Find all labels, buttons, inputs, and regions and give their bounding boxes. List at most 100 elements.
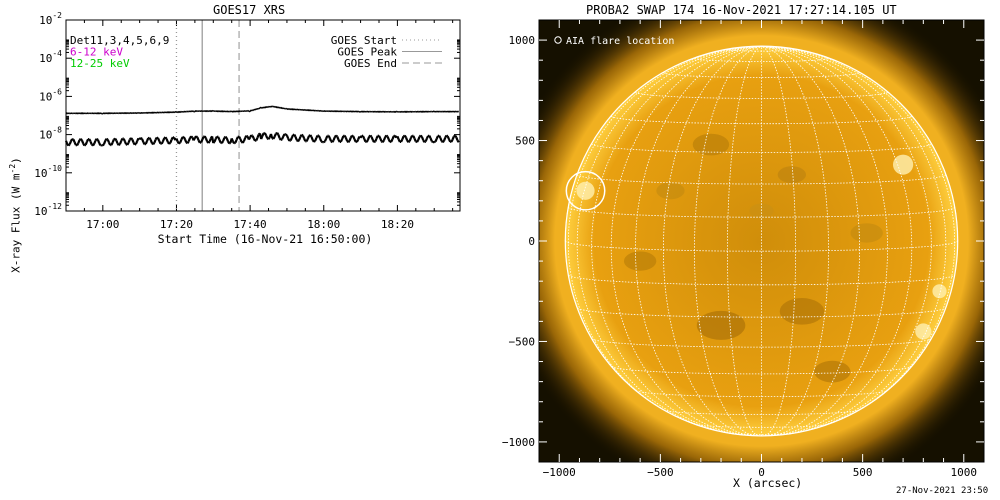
- goes-flux-segment: [208, 138, 212, 143]
- goes-flux-segment: [191, 110, 195, 113]
- goes-flux-segment: [375, 135, 379, 139]
- solar-dark-region: [692, 133, 730, 156]
- goes-flux-segment: [293, 134, 297, 138]
- solar-dark-region: [656, 182, 685, 200]
- goes-flux-segment: [386, 136, 390, 140]
- goes-flux-segment: [330, 110, 333, 113]
- grid-line: [761, 46, 889, 436]
- goes-flux-segment: [217, 136, 221, 141]
- goes-flux-segment: [423, 140, 427, 144]
- goes-flux-segment: [314, 137, 318, 142]
- goes-flux-segment: [120, 112, 123, 115]
- goes-flux-segment: [233, 141, 236, 145]
- goes-flux-segment: [132, 141, 136, 146]
- goes-flux-segment: [168, 142, 172, 145]
- goes-flux-segment: [85, 112, 88, 115]
- goes-flux-segment: [184, 139, 188, 143]
- grid-line: [761, 46, 797, 436]
- goes-flux-segment: [352, 135, 356, 140]
- goes-flux-segment: [178, 110, 181, 114]
- goes-flux-segment: [77, 112, 81, 115]
- goes-flux-segment: [247, 136, 252, 141]
- goes-flux-segment: [355, 139, 360, 143]
- goes-flux-segment: [263, 106, 266, 109]
- goes-flux-segment: [83, 143, 87, 147]
- goes-flux-segment: [98, 112, 101, 115]
- goes-flux-segment: [93, 112, 96, 115]
- goes-flux-segment: [420, 136, 425, 141]
- grid-line: [611, 366, 912, 375]
- goes-flux-segment: [389, 110, 392, 113]
- goes-flux-segment: [86, 112, 89, 115]
- goes-flux-segment: [401, 135, 405, 140]
- y-tick-label: 10-6: [39, 87, 62, 103]
- goes-flux-segment: [161, 137, 166, 142]
- goes-flux-segment: [77, 139, 81, 144]
- goes-flux-segment: [305, 138, 309, 142]
- goes-flux-segment: [403, 110, 406, 113]
- goes-flux-segment: [379, 137, 383, 142]
- goes-flux-segment: [172, 111, 175, 114]
- goes-flux-segment: [450, 138, 454, 143]
- goes-flux-segment: [400, 110, 403, 113]
- goes-flux-segment: [225, 110, 228, 113]
- goes-flux-segment: [155, 111, 158, 114]
- goes-flux-segment: [309, 134, 313, 138]
- goes-flux-segment: [280, 138, 283, 142]
- goes-flux-segment: [136, 111, 139, 115]
- goes-flux-segment: [266, 105, 269, 109]
- goes-flux-segment: [200, 139, 204, 143]
- goes-flux-segment: [296, 108, 299, 111]
- goes-flux-segment: [148, 137, 152, 141]
- goes-flux-segment: [385, 134, 389, 138]
- goes-flux-segment: [378, 110, 381, 113]
- goes-flux-segment: [445, 134, 449, 138]
- goes-flux-segment: [166, 111, 169, 114]
- goes-flux-segment: [282, 107, 285, 110]
- goes-flux-segment: [146, 111, 149, 114]
- goes-flux-segment: [85, 138, 90, 143]
- goes-flux-segment: [404, 110, 407, 113]
- x-tick-label: 18:00: [307, 218, 340, 231]
- goes-flux-segment: [175, 138, 179, 143]
- goes-flux-segment: [212, 140, 216, 144]
- goes-flux-segment: [309, 109, 313, 112]
- goes-flux-segment: [303, 138, 307, 142]
- goes-ylabel-close: ): [9, 157, 23, 164]
- x-tick-label: −500: [647, 466, 674, 479]
- x-tick-label: 17:00: [86, 218, 119, 231]
- goes-flux-segment: [363, 110, 367, 113]
- x-tick-label: 18:20: [381, 218, 414, 231]
- goes-flux-segment: [376, 110, 379, 113]
- goes-flux-segment: [222, 110, 225, 113]
- goes-flux-segment: [450, 110, 454, 113]
- goes-flux-segment: [437, 110, 440, 113]
- goes-flux-segment: [230, 137, 234, 142]
- goes-flux-segment: [196, 136, 200, 141]
- goes-xrs-chart: 10-2 10-4 10-6 10-8 10-10 10-12 17:00 17:20 17:4…: [34, 11, 461, 231]
- active-region-bright: [915, 323, 932, 340]
- goes-flux-segment: [355, 110, 358, 113]
- goes-flux-segment: [152, 111, 155, 114]
- goes-flux-segment: [99, 112, 103, 115]
- goes-flux-segment: [424, 138, 428, 142]
- goes-flux-segment: [224, 135, 228, 139]
- goes-flux-segment: [317, 135, 322, 139]
- goes-flux-segment: [249, 134, 253, 138]
- goes-flux-segment: [263, 132, 268, 136]
- goes-flux-segment: [218, 139, 222, 144]
- goes-flux-segment: [209, 109, 212, 113]
- goes-flux-segment: [148, 111, 152, 114]
- goes-flux-segment: [320, 140, 324, 144]
- goes-flux-segment: [109, 112, 112, 115]
- goes-flux-segment: [221, 110, 224, 113]
- goes-flux-segment: [232, 110, 235, 113]
- goes-flux-segment: [131, 139, 135, 143]
- goes-ylabel: X-ray Flux (W m-2): [6, 115, 23, 315]
- y-tick-label-exponent: -8: [52, 126, 62, 135]
- goes-flux-segment: [103, 112, 106, 115]
- grid-line: [761, 46, 956, 427]
- active-region-bright: [892, 154, 914, 175]
- goes-flux-segment: [246, 109, 249, 112]
- goes-flux-segment: [453, 110, 456, 113]
